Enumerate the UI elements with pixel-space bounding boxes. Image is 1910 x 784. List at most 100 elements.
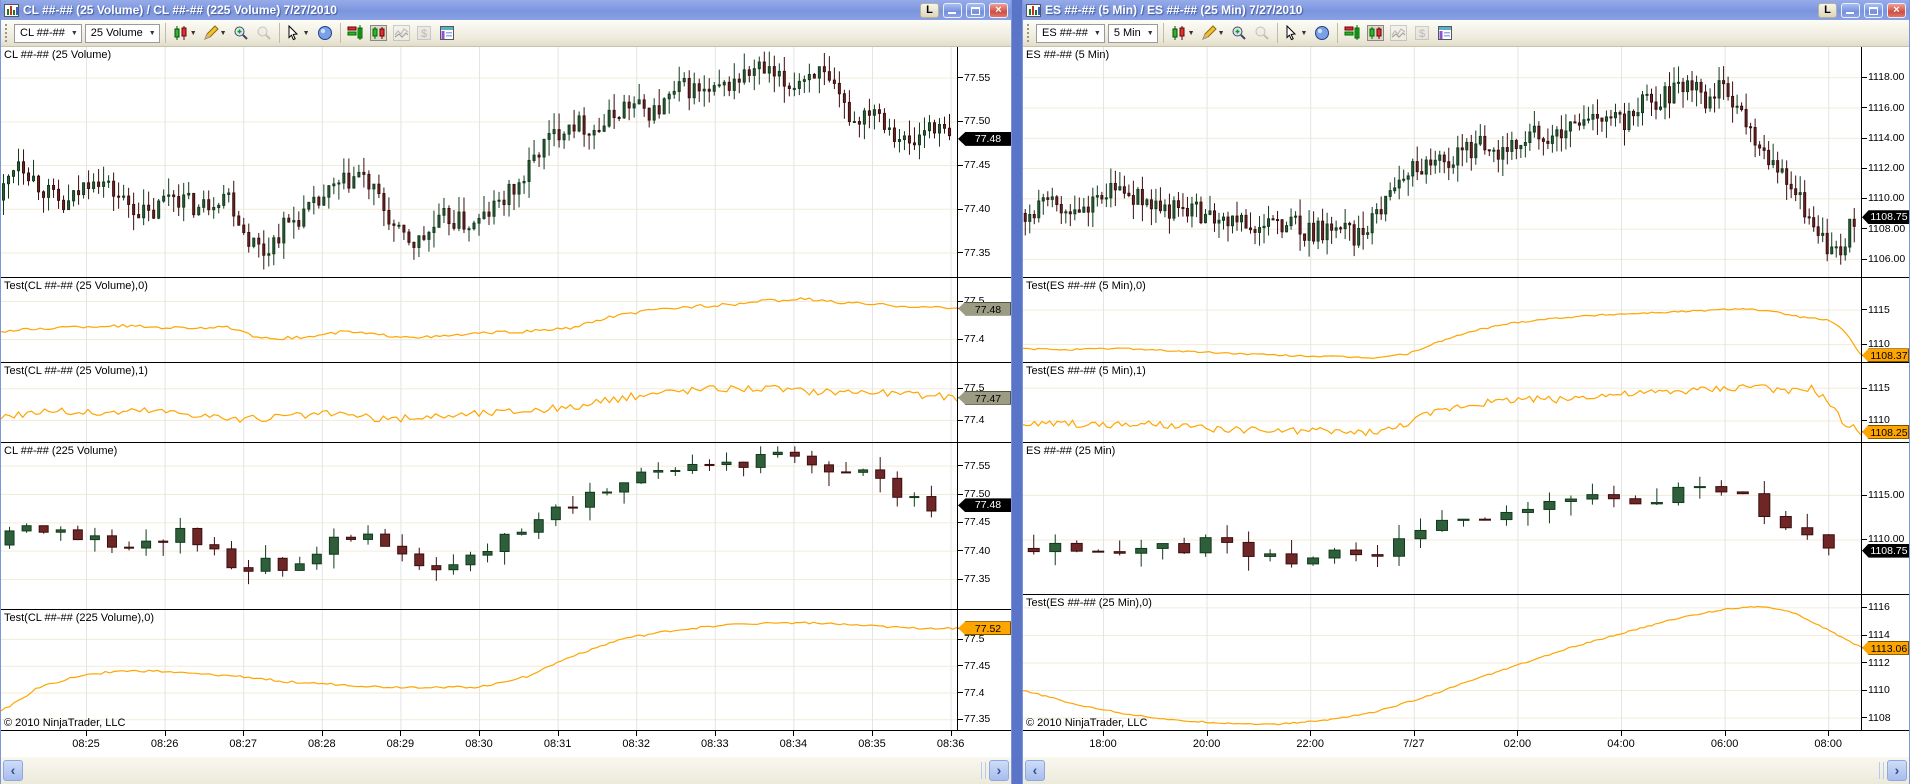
price-axis[interactable]: 1115 1110 1108.25 [1861, 363, 1909, 442]
scroll-grip[interactable] [981, 762, 986, 779]
toolbar-grip[interactable] [1027, 24, 1031, 42]
last-price-badge: 1108.25 [1862, 424, 1909, 439]
minimize-button[interactable] [943, 2, 962, 18]
panel-label: Test(CL ##-## (25 Volume),1) [4, 365, 148, 377]
chart-panel[interactable]: Test(ES ##-## (5 Min),0) 1115 1110 1108.37 [1023, 278, 1909, 363]
chart-style-button[interactable]: ▼ [171, 23, 199, 44]
crosshair-button[interactable] [314, 23, 336, 44]
last-price-badge: 1113.06 [1862, 640, 1909, 655]
horizontal-scrollbar[interactable]: ‹ › [1023, 757, 1909, 784]
scroll-left-button[interactable]: ‹ [3, 760, 23, 781]
axis-tick-label: 77.35 [958, 247, 990, 259]
chart-panel[interactable]: Test(ES ##-## (5 Min),1) 1115 1110 1108.25 [1023, 363, 1909, 443]
price-axis[interactable]: 77.55 77.50 77.45 77.40 77.35 77.48 [957, 443, 1011, 609]
chevron-down-icon[interactable]: ▼ [302, 29, 310, 37]
scroll-track[interactable] [25, 760, 979, 781]
axis-tick-label: 1114.00 [1862, 132, 1904, 144]
toolbar-grip[interactable] [5, 24, 9, 42]
scroll-left-button[interactable]: ‹ [1025, 760, 1045, 781]
chart-panel[interactable]: ES ##-## (5 Min) 1118.00 1116.00 1114.00 111… [1023, 47, 1909, 278]
zoom-in-button[interactable] [231, 23, 252, 44]
axis-tick-label: 77.45 [958, 159, 990, 171]
chart-trader-button[interactable] [368, 23, 389, 44]
instrument-selector[interactable]: ES ##-## ▼ [1036, 23, 1105, 43]
chart-style-button[interactable]: ▼ [1169, 23, 1197, 44]
time-axis-label: 08:36 [936, 738, 965, 750]
axis-tick-label: 77.55 [958, 72, 990, 84]
cursor-button[interactable]: ▼ [1282, 23, 1310, 44]
close-button[interactable]: × [1887, 2, 1906, 18]
copyright-text: © 2010 NinjaTrader, LLC [4, 717, 126, 729]
price-axis[interactable]: 77.5 77.4 77.47 [957, 363, 1011, 442]
scroll-grip[interactable] [1879, 762, 1884, 779]
price-axis[interactable]: 1115 1110 1108.37 [1861, 278, 1909, 363]
chevron-down-icon[interactable]: ▼ [1217, 29, 1225, 37]
chevron-down-icon[interactable]: ▼ [1300, 29, 1308, 37]
instrument-selector[interactable]: CL ##-## ▼ [14, 23, 82, 43]
chart-panel[interactable]: Test(CL ##-## (25 Volume),0) 77.5 77.4 77.4… [1, 278, 1011, 363]
cursor-button[interactable]: ▼ [284, 23, 312, 44]
axis-tick-label: 1115.00 [1862, 489, 1904, 501]
panel-label: Test(ES ##-## (5 Min),0) [1026, 280, 1146, 292]
axis-tick-label: 77.55 [958, 460, 990, 472]
price-axis[interactable]: 1116 1114 1112 1110 1108 1113.06 [1861, 595, 1909, 730]
price-axis[interactable]: 77.55 77.50 77.45 77.40 77.35 77.48 [957, 47, 1011, 277]
chart-panel[interactable]: Test(ES ##-## (25 Min),0) © 2010 NinjaTra… [1023, 595, 1909, 731]
chart-panel[interactable]: ES ##-## (25 Min) 1115.00 1110.00 1108.75 [1023, 443, 1909, 595]
drawing-tools-button[interactable]: ▼ [1199, 23, 1227, 44]
chevron-down-icon: ▼ [1093, 29, 1101, 37]
currency-button: $ [1411, 23, 1432, 44]
chart-trader-button[interactable] [1365, 23, 1386, 44]
titlebar[interactable]: ES ##-## (5 Min) / ES ##-## (25 Min) 7/2… [1023, 0, 1909, 20]
interval-selector[interactable]: 25 Volume ▼ [84, 23, 160, 43]
panel-label: Test(CL ##-## (25 Volume),0) [4, 280, 148, 292]
axis-tick-label: 77.35 [958, 573, 990, 585]
minimize-button[interactable] [1841, 2, 1860, 18]
titlebar[interactable]: CL ##-## (25 Volume) / CL ##-## (225 Vol… [1, 0, 1011, 20]
axis-tick-label: 1114 [1862, 629, 1890, 641]
properties-button[interactable] [437, 23, 458, 44]
chart-panel[interactable]: CL ##-## (225 Volume) 77.55 77.50 77.45 77.4… [1, 443, 1011, 610]
zoom-out-button [254, 23, 275, 44]
drawing-tools-button[interactable]: ▼ [201, 23, 229, 44]
data-box-button[interactable] [1342, 23, 1363, 44]
scroll-right-button[interactable]: › [1887, 760, 1907, 781]
last-price-badge: 1108.75 [1862, 210, 1909, 225]
time-axis-label: 18:00 [1089, 738, 1117, 750]
last-price-badge: 77.48 [958, 131, 1011, 146]
price-axis[interactable]: 1118.00 1116.00 1114.00 1112.00 1110.00 1108.… [1861, 47, 1909, 277]
zoom-in-button[interactable] [1229, 23, 1250, 44]
chevron-down-icon[interactable]: ▼ [189, 29, 197, 37]
axis-tick-label: 77.35 [958, 713, 990, 725]
price-axis[interactable]: 77.5 77.45 77.4 77.35 77.52 [957, 610, 1011, 730]
chart-panel[interactable]: Test(CL ##-## (225 Volume),0) © 2010 Ninj… [1, 610, 1011, 731]
price-axis[interactable]: 77.5 77.4 77.48 [957, 278, 1011, 362]
interval-selector[interactable]: 5 Min ▼ [1107, 23, 1158, 43]
last-price-badge: 77.48 [958, 498, 1011, 513]
link-button[interactable]: L [920, 2, 939, 18]
maximize-button[interactable] [1864, 2, 1883, 18]
maximize-button[interactable] [966, 2, 985, 18]
chevron-down-icon[interactable]: ▼ [1187, 29, 1195, 37]
time-axis-label: 08:31 [543, 738, 572, 750]
window-title: ES ##-## (5 Min) / ES ##-## (25 Min) 7/2… [1045, 3, 1303, 17]
scroll-track[interactable] [1047, 760, 1877, 781]
time-axis-label: 08:34 [779, 738, 808, 750]
price-axis[interactable]: 1115.00 1110.00 1108.75 [1861, 443, 1909, 594]
chart-panel[interactable]: CL ##-## (25 Volume) 77.55 77.50 77.45 77.40… [1, 47, 1011, 278]
time-axis-label: 08:27 [229, 738, 257, 750]
chart-panel[interactable]: Test(CL ##-## (25 Volume),1) 77.5 77.4 77.4… [1, 363, 1011, 443]
scroll-right-button[interactable]: › [989, 760, 1009, 781]
data-box-button[interactable] [345, 23, 366, 44]
link-button[interactable]: L [1818, 2, 1837, 18]
axis-tick-label: 77.4 [958, 414, 984, 426]
axis-tick-label: 1112.00 [1862, 162, 1904, 174]
axis-tick-label: 1110 [1862, 414, 1890, 426]
horizontal-scrollbar[interactable]: ‹ › [1, 757, 1011, 784]
close-button[interactable]: × [989, 2, 1008, 18]
chevron-down-icon[interactable]: ▼ [219, 29, 227, 37]
properties-button[interactable] [1434, 23, 1455, 44]
crosshair-button[interactable] [1311, 23, 1333, 44]
time-axis-label: 08:35 [858, 738, 886, 750]
time-axis-label: 02:00 [1503, 738, 1532, 750]
